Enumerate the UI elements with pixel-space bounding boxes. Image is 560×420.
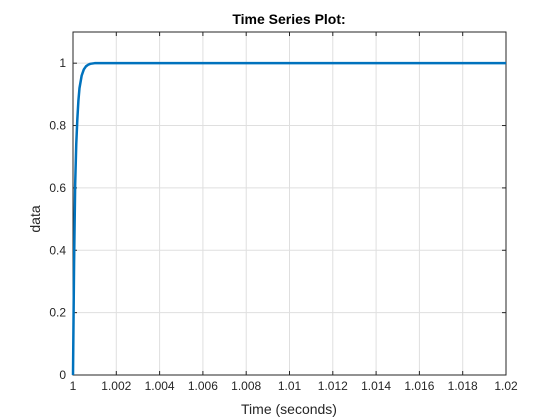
chart-title: Time Series Plot: — [232, 11, 345, 27]
x-axis-title: Time (seconds) — [241, 401, 337, 417]
y-tick-labels: 0 0.2 0.4 0.6 0.8 1 — [49, 56, 66, 382]
x-tick-label: 1 — [70, 379, 77, 393]
x-tick-label: 1.008 — [231, 379, 261, 393]
x-tick-label: 1.016 — [404, 379, 434, 393]
x-tick-label: 1.004 — [145, 379, 175, 393]
plot-area-border — [72, 31, 507, 376]
series-layer — [71, 61, 506, 376]
y-tick-label: 0.8 — [49, 119, 66, 133]
y-axis-title: data — [27, 205, 43, 232]
x-tick-label: 1.018 — [448, 379, 478, 393]
series-line — [71, 61, 506, 376]
x-tick-label: 1.002 — [101, 379, 131, 393]
y-tick-label: 1 — [59, 56, 66, 70]
x-tick-label: 1.014 — [361, 379, 391, 393]
y-tick-label: 0.6 — [49, 181, 66, 195]
y-tick-label: 0.4 — [49, 243, 66, 257]
y-tick-label: 0 — [59, 368, 66, 382]
x-tick-label: 1.02 — [494, 379, 518, 393]
x-tick-label: 1.01 — [278, 379, 302, 393]
y-tick-label: 0.2 — [49, 306, 66, 320]
x-tick-label: 1.012 — [318, 379, 348, 393]
x-tick-labels: 1 1.002 1.004 1.006 1.008 1.01 1.012 1.014 1.016… — [70, 379, 518, 393]
x-tick-label: 1.006 — [188, 379, 218, 393]
